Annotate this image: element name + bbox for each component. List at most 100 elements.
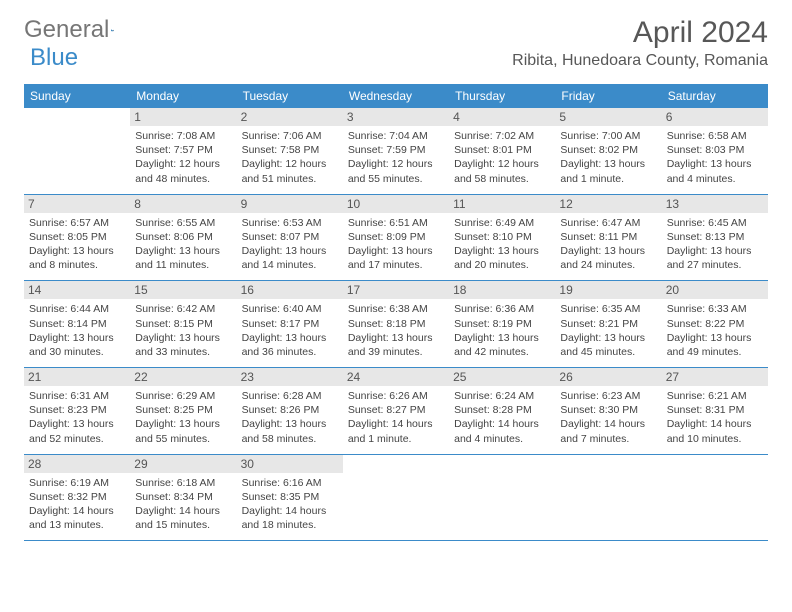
day-info-line: Daylight: 14 hours xyxy=(560,417,656,431)
day-info-line: Daylight: 13 hours xyxy=(135,244,231,258)
day-info-line: Daylight: 13 hours xyxy=(242,244,338,258)
day-number: 15 xyxy=(130,281,236,299)
day-info-line: Sunset: 8:30 PM xyxy=(560,403,656,417)
day-number: 18 xyxy=(449,281,555,299)
day-info-line: Sunset: 8:27 PM xyxy=(348,403,444,417)
day-number: 28 xyxy=(24,455,130,473)
day-cell: 23Sunrise: 6:28 AMSunset: 8:26 PMDayligh… xyxy=(237,368,343,454)
week-row: 1Sunrise: 7:08 AMSunset: 7:57 PMDaylight… xyxy=(24,108,768,195)
week-row: 21Sunrise: 6:31 AMSunset: 8:23 PMDayligh… xyxy=(24,368,768,455)
day-info-line: Sunrise: 6:29 AM xyxy=(135,389,231,403)
day-info-line: Sunrise: 6:16 AM xyxy=(242,476,338,490)
day-header-cell: Monday xyxy=(130,84,236,108)
day-info-line: Sunset: 8:11 PM xyxy=(560,230,656,244)
day-info-line: Daylight: 12 hours xyxy=(242,157,338,171)
day-number: 26 xyxy=(555,368,661,386)
day-cell: 22Sunrise: 6:29 AMSunset: 8:25 PMDayligh… xyxy=(130,368,236,454)
day-header-cell: Tuesday xyxy=(237,84,343,108)
day-info-line: Sunset: 8:05 PM xyxy=(29,230,125,244)
day-number: 22 xyxy=(130,368,236,386)
day-number: 20 xyxy=(662,281,768,299)
day-info-line: Sunrise: 6:33 AM xyxy=(667,302,763,316)
day-header-cell: Wednesday xyxy=(343,84,449,108)
day-info-line: Daylight: 13 hours xyxy=(454,331,550,345)
day-cell: 30 Sunrise: 6:16 AMSunset: 8:35 PMDayligh… xyxy=(237,455,343,541)
day-cell: 6Sunrise: 6:58 AMSunset: 8:03 PMDaylight… xyxy=(662,108,768,194)
day-info-line: Daylight: 13 hours xyxy=(348,244,444,258)
day-number: 19 xyxy=(555,281,661,299)
day-cell: 29Sunrise: 6:18 AMSunset: 8:34 PMDayligh… xyxy=(130,455,236,541)
day-info-line: and 30 minutes. xyxy=(29,345,125,359)
day-info-line: Sunrise: 6:40 AM xyxy=(242,302,338,316)
weeks-container: 1Sunrise: 7:08 AMSunset: 7:57 PMDaylight… xyxy=(24,108,768,541)
day-number: 17 xyxy=(343,281,449,299)
day-cell: 15Sunrise: 6:42 AMSunset: 8:15 PMDayligh… xyxy=(130,281,236,367)
day-number: 24 xyxy=(343,368,449,386)
day-number: 4 xyxy=(449,108,555,126)
day-number: 30 xyxy=(237,455,343,473)
day-cell: 14Sunrise: 6:44 AMSunset: 8:14 PMDayligh… xyxy=(24,281,130,367)
location-text: Ribita, Hunedoara County, Romania xyxy=(512,52,768,70)
day-info-line: Sunrise: 6:51 AM xyxy=(348,216,444,230)
day-info-line: and 33 minutes. xyxy=(135,345,231,359)
day-info-line: Sunset: 7:59 PM xyxy=(348,143,444,157)
day-info-line: Sunset: 8:21 PM xyxy=(560,317,656,331)
day-info-line: and 18 minutes. xyxy=(242,518,338,532)
day-info-line: Sunset: 8:26 PM xyxy=(242,403,338,417)
day-info-line: and 10 minutes. xyxy=(667,432,763,446)
day-cell: 1Sunrise: 7:08 AMSunset: 7:57 PMDaylight… xyxy=(130,108,236,194)
day-info-line: and 55 minutes. xyxy=(135,432,231,446)
day-header-cell: Sunday xyxy=(24,84,130,108)
day-info-line: Daylight: 12 hours xyxy=(454,157,550,171)
day-info-line: and 15 minutes. xyxy=(135,518,231,532)
day-info-line: and 20 minutes. xyxy=(454,258,550,272)
day-info-line: and 51 minutes. xyxy=(242,172,338,186)
day-info-line: and 7 minutes. xyxy=(560,432,656,446)
day-info-line: and 13 minutes. xyxy=(29,518,125,532)
day-info-line: and 27 minutes. xyxy=(667,258,763,272)
day-info-line: Daylight: 13 hours xyxy=(454,244,550,258)
day-cell: 3Sunrise: 7:04 AMSunset: 7:59 PMDaylight… xyxy=(343,108,449,194)
day-number: 27 xyxy=(662,368,768,386)
day-info-line: Sunset: 8:10 PM xyxy=(454,230,550,244)
logo: General Blue xyxy=(24,16,130,44)
day-info-line: Sunrise: 6:18 AM xyxy=(135,476,231,490)
day-info-line: Sunset: 8:35 PM xyxy=(242,490,338,504)
day-info-line: Sunrise: 7:06 AM xyxy=(242,129,338,143)
day-info-line: Sunrise: 6:53 AM xyxy=(242,216,338,230)
day-info-line: Sunset: 8:28 PM xyxy=(454,403,550,417)
day-info-line: Daylight: 14 hours xyxy=(135,504,231,518)
day-info-line: Sunrise: 7:04 AM xyxy=(348,129,444,143)
day-info-line: Daylight: 12 hours xyxy=(135,157,231,171)
day-info-line: Sunrise: 6:45 AM xyxy=(667,216,763,230)
day-cell xyxy=(24,108,130,194)
day-number: 6 xyxy=(662,108,768,126)
day-number: 12 xyxy=(555,195,661,213)
day-number: 16 xyxy=(237,281,343,299)
day-info-line: Daylight: 12 hours xyxy=(348,157,444,171)
day-info-line: Sunrise: 6:58 AM xyxy=(667,129,763,143)
day-header-cell: Friday xyxy=(555,84,661,108)
day-info-line: Sunset: 8:32 PM xyxy=(29,490,125,504)
day-info-line: Daylight: 13 hours xyxy=(560,244,656,258)
day-info-line: Sunrise: 6:31 AM xyxy=(29,389,125,403)
day-info-line: and 55 minutes. xyxy=(348,172,444,186)
day-info-line: Sunrise: 6:44 AM xyxy=(29,302,125,316)
day-cell: 17Sunrise: 6:38 AMSunset: 8:18 PMDayligh… xyxy=(343,281,449,367)
day-info-line: Daylight: 14 hours xyxy=(348,417,444,431)
day-cell: 18Sunrise: 6:36 AMSunset: 8:19 PMDayligh… xyxy=(449,281,555,367)
day-info-line: Sunset: 8:06 PM xyxy=(135,230,231,244)
day-number: 25 xyxy=(449,368,555,386)
day-info-line: and 1 minute. xyxy=(348,432,444,446)
day-info-line: Daylight: 13 hours xyxy=(242,331,338,345)
day-info-line: Sunrise: 6:42 AM xyxy=(135,302,231,316)
day-number: 9 xyxy=(237,195,343,213)
day-info-line: Sunset: 8:23 PM xyxy=(29,403,125,417)
day-info-line: Daylight: 13 hours xyxy=(560,157,656,171)
day-info-line: Sunrise: 6:23 AM xyxy=(560,389,656,403)
day-cell: 5Sunrise: 7:00 AMSunset: 8:02 PMDaylight… xyxy=(555,108,661,194)
day-cell: 13Sunrise: 6:45 AMSunset: 8:13 PMDayligh… xyxy=(662,195,768,281)
day-info-line: Sunrise: 6:28 AM xyxy=(242,389,338,403)
day-info-line: Daylight: 14 hours xyxy=(29,504,125,518)
day-info-line: Daylight: 14 hours xyxy=(242,504,338,518)
